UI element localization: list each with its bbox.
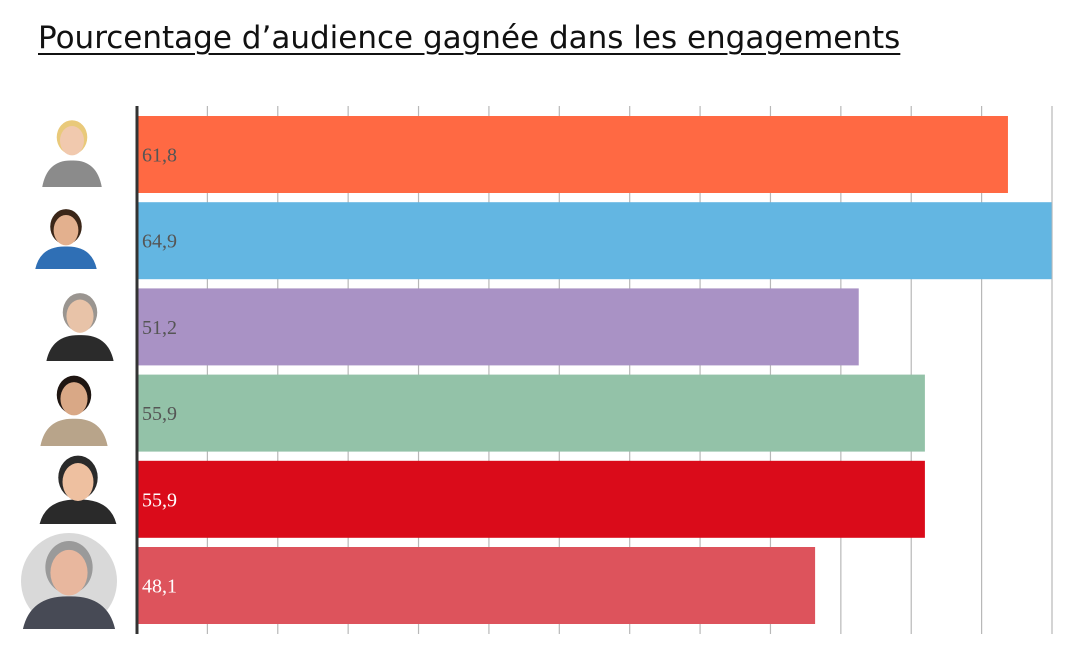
- gridlines: [206, 106, 1053, 634]
- data-label: 55,9: [142, 489, 177, 511]
- bars: [138, 116, 1052, 624]
- portrait-dark-hair-woman-icon: [35, 209, 97, 269]
- data-label: 61,8: [142, 145, 177, 167]
- bar: [138, 288, 859, 366]
- portraits: [21, 120, 117, 629]
- data-label: 48,1: [142, 576, 177, 598]
- bar: [138, 460, 925, 538]
- portrait-short-hair-man-icon: [39, 455, 117, 524]
- bar: [138, 547, 816, 624]
- bar: [138, 374, 925, 452]
- chart-title: Pourcentage d’audience gagnée dans les e…: [38, 20, 901, 56]
- portrait-long-hair-woman-icon: [40, 375, 108, 446]
- data-label: 55,9: [142, 403, 177, 425]
- data-label: 51,2: [142, 317, 177, 339]
- data-label: 64,9: [142, 231, 177, 253]
- data-labels: 61,8 64,9 51,2 55,9 55,9 48,1: [142, 145, 177, 598]
- portrait-grey-hair-man-icon: [46, 293, 114, 361]
- bar: [138, 116, 1008, 193]
- portrait-blonde-woman-icon: [42, 120, 102, 187]
- bar: [138, 202, 1052, 280]
- portrait-older-man-round-icon: [21, 533, 117, 629]
